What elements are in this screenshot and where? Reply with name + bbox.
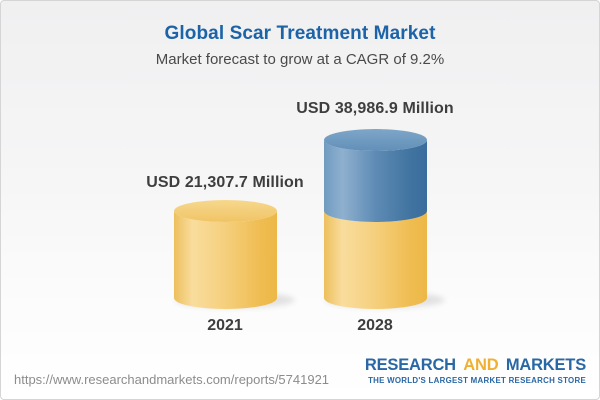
report-url-link[interactable]: https://www.researchandmarkets.com/repor… xyxy=(14,372,330,387)
research-and-markets-logo: RESEARCH AND MARKETS THE WORLD'S LARGEST… xyxy=(365,357,586,384)
chart-subtitle: Market forecast to grow at a CAGR of 9.2… xyxy=(155,51,445,68)
value-label-2021: USD 21,307.7 Million xyxy=(146,174,304,191)
chart-title: Global Scar Treatment Market xyxy=(164,23,436,44)
bar-2028-cylinder xyxy=(324,129,427,309)
logo-word-and: AND xyxy=(463,356,499,374)
logo-wordmark: RESEARCH AND MARKETS xyxy=(365,357,586,374)
axis-label-2021: 2021 xyxy=(207,317,243,334)
logo-word-research: RESEARCH xyxy=(364,356,456,374)
logo-tagline: THE WORLD'S LARGEST MARKET RESEARCH STOR… xyxy=(368,375,586,385)
logo-word-markets: MARKETS xyxy=(505,356,586,374)
bar-2028-base-segment xyxy=(324,211,427,309)
bar-2028-growth-segment xyxy=(324,140,427,223)
bar-2021-cylinder xyxy=(174,200,277,309)
value-label-2028: USD 38,986.9 Million xyxy=(296,100,454,117)
axis-label-2028: 2028 xyxy=(357,317,393,334)
